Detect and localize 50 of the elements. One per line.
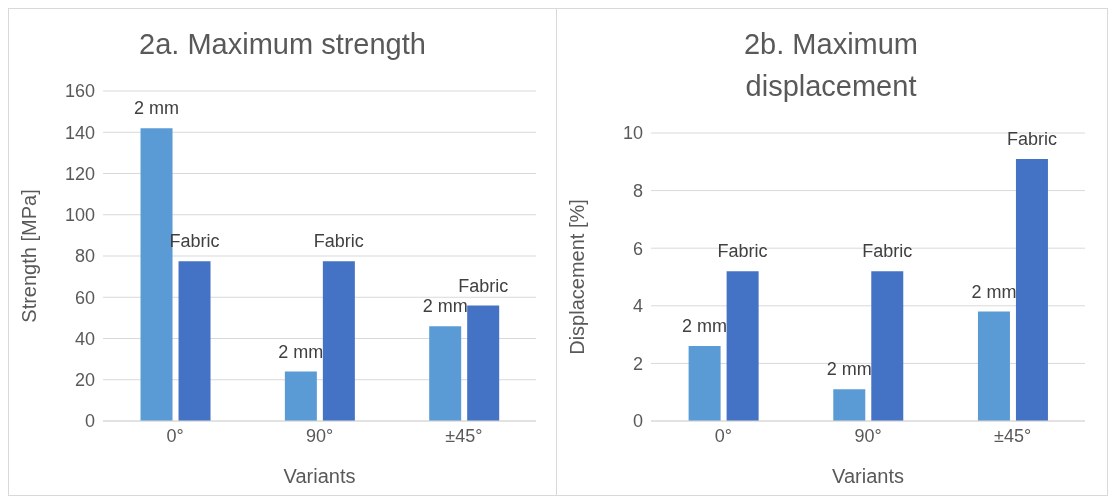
series-label: 2 mm [134,98,180,119]
x-tick-label: ±45° [994,425,1032,446]
x-tick-label: ±45° [445,425,483,446]
series-label: Fabric [717,241,768,262]
y-tick-label: 100 [64,205,95,226]
y-tick-label: 4 [632,296,643,317]
y-tick-label: 140 [64,122,95,143]
text: 2 mm [826,359,872,380]
y-tick-label: 40 [74,328,95,349]
y-tick-label: 160 [64,81,95,102]
bar [977,311,1010,421]
y-tick-label: 0 [84,411,95,432]
y-tick-label: 2 [632,353,643,374]
y-axis-title: Strength [MPa] [18,189,41,323]
text: Fabric [313,231,364,252]
x-tick-label: 90° [854,425,882,446]
text: 2 mm [422,296,468,317]
text: 2 mm [971,281,1017,302]
y-axis-title: Displacement [%] [566,199,589,355]
chart-title: 2a. Maximum strength [139,27,426,62]
y-tick-label: 6 [632,238,643,259]
x-tick-label: 90° [305,425,334,446]
text: Fabric [862,241,913,262]
bar [284,371,317,421]
x-tick-label: 0° [714,425,732,446]
series-label: Fabric [458,275,509,296]
series-label: 2 mm [682,316,728,337]
text: Fabric [1006,128,1057,149]
chart-title: 2b. Maximum displacement [742,27,919,104]
x-tick-label: 0° [166,425,184,446]
y-tick-label: 0 [632,411,643,432]
x-axis-title: Variants [283,465,356,487]
y-tick-label: 120 [64,163,95,184]
bar [429,326,462,421]
bar [833,389,866,421]
y-tick-label: 10 [622,123,643,144]
bar [178,261,211,421]
bar [726,271,759,421]
y-tick-label: 60 [74,287,95,308]
bar [467,305,500,421]
bar [1015,158,1048,421]
text: 2 mm [278,341,324,362]
y-tick-label: 8 [632,180,643,201]
bar [322,261,355,421]
y-tick-label: 20 [74,370,95,391]
y-tick-label: 80 [74,246,95,267]
bar [871,271,904,421]
x-axis-title: Variants [832,465,904,487]
bar [688,346,721,421]
bar [140,128,173,421]
